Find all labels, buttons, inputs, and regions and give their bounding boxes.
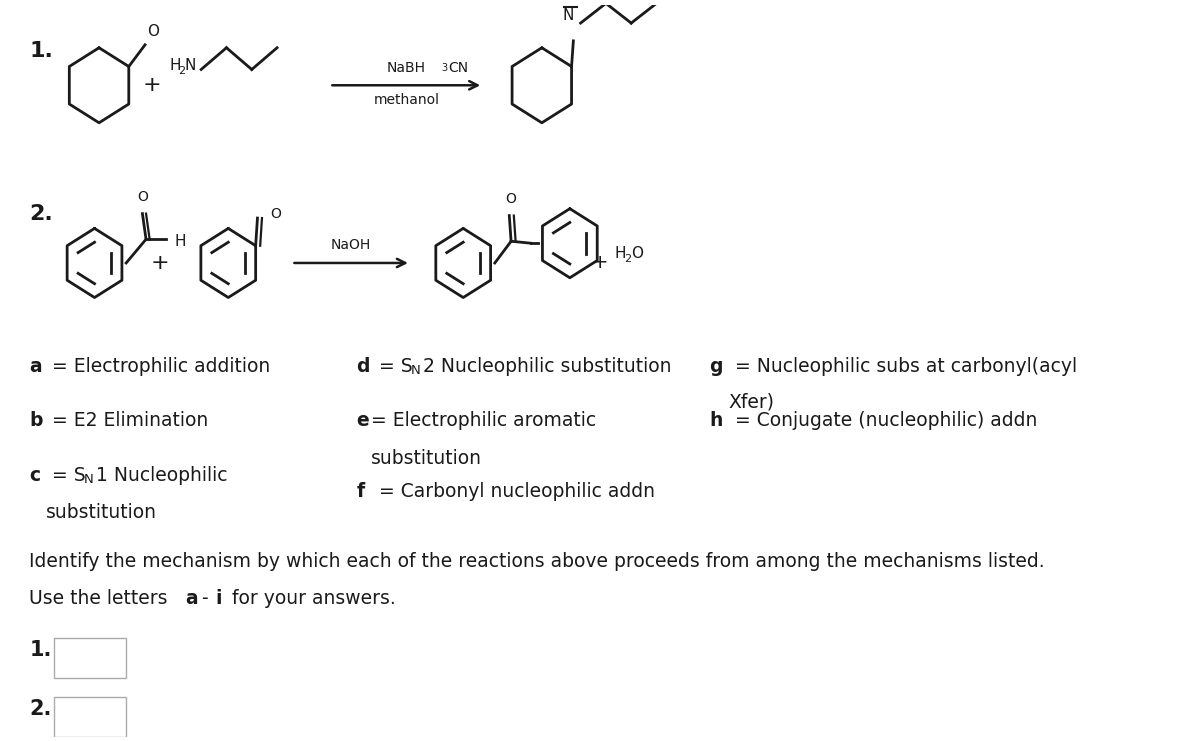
Text: 2: 2	[624, 254, 631, 264]
Text: H: H	[174, 233, 186, 249]
Text: 1.: 1.	[30, 41, 53, 61]
Text: N: N	[185, 58, 197, 73]
Text: NaBH: NaBH	[386, 61, 426, 75]
Text: = Carbonyl nucleophilic addn: = Carbonyl nucleophilic addn	[373, 482, 655, 500]
Text: N: N	[410, 364, 420, 377]
Text: 1.: 1.	[30, 640, 52, 660]
Text: = Electrophilic addition: = Electrophilic addition	[46, 357, 270, 376]
Text: Use the letters: Use the letters	[30, 589, 174, 608]
Text: f: f	[356, 482, 365, 500]
Text: b: b	[30, 411, 43, 431]
Text: Xfer): Xfer)	[728, 393, 775, 412]
Text: O: O	[505, 192, 516, 206]
Text: N: N	[563, 8, 574, 23]
Text: O: O	[146, 24, 158, 39]
Text: Identify the mechanism by which each of the reactions above proceeds from among : Identify the mechanism by which each of …	[30, 551, 1045, 571]
Text: g: g	[709, 357, 722, 376]
Text: 2: 2	[178, 67, 185, 76]
Text: H: H	[169, 58, 181, 73]
Text: = Electrophilic aromatic: = Electrophilic aromatic	[371, 411, 596, 431]
Text: 3: 3	[442, 62, 448, 73]
Text: a: a	[30, 357, 42, 376]
Text: e: e	[356, 411, 370, 431]
Text: 2.: 2.	[30, 204, 53, 224]
Text: d: d	[356, 357, 370, 376]
Text: h: h	[709, 411, 722, 431]
Text: 1 Nucleophilic: 1 Nucleophilic	[96, 466, 228, 485]
Text: methanol: methanol	[373, 93, 439, 107]
Bar	[54, 697, 126, 737]
Text: 2 Nucleophilic substitution: 2 Nucleophilic substitution	[424, 357, 672, 376]
Text: 2.: 2.	[30, 700, 52, 720]
Text: O: O	[137, 190, 148, 204]
Text: = Conjugate (nucleophilic) addn: = Conjugate (nucleophilic) addn	[728, 411, 1037, 431]
Text: +: +	[143, 76, 162, 96]
Text: substitution: substitution	[46, 503, 157, 522]
Text: a: a	[185, 589, 198, 608]
Text: = Nucleophilic subs at carbonyl(acyl: = Nucleophilic subs at carbonyl(acyl	[728, 357, 1076, 376]
Text: +: +	[593, 253, 608, 273]
Text: O: O	[631, 245, 643, 261]
Text: CN: CN	[448, 61, 468, 75]
Text: = S: = S	[46, 466, 85, 485]
Text: = S: = S	[373, 357, 413, 376]
Text: N: N	[84, 473, 94, 485]
Text: NaOH: NaOH	[331, 238, 371, 252]
Text: +: +	[150, 253, 169, 273]
Text: -: -	[196, 589, 215, 608]
Text: for your answers.: for your answers.	[227, 589, 396, 608]
Text: substitution: substitution	[371, 449, 482, 468]
Text: H: H	[614, 245, 625, 261]
Text: i: i	[216, 589, 222, 608]
Text: O: O	[270, 207, 281, 221]
Text: = E2 Elimination: = E2 Elimination	[46, 411, 208, 431]
Bar	[54, 638, 126, 677]
Text: c: c	[30, 466, 41, 485]
